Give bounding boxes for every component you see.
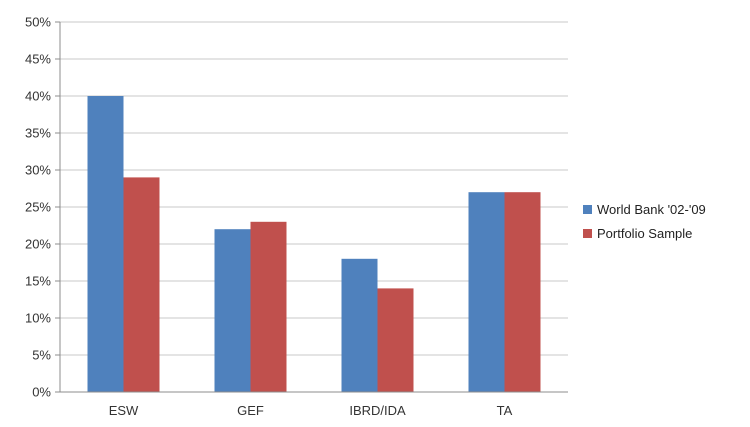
legend-label: Portfolio Sample: [597, 226, 692, 241]
legend-swatch: [583, 229, 592, 238]
y-tick-label: 20%: [25, 237, 51, 252]
y-tick-label: 40%: [25, 89, 51, 104]
bar-ibrd-ida-series-1: [341, 258, 378, 392]
y-tick-label: 25%: [25, 200, 51, 215]
legend-label: World Bank '02-'09: [597, 202, 706, 217]
bar-ta-series-2: [504, 192, 541, 392]
y-tick-label: 30%: [25, 163, 51, 178]
x-tick-label: IBRD/IDA: [349, 403, 406, 418]
legend: World Bank '02-'09 Portfolio Sample: [583, 202, 706, 241]
bar-esw-series-2: [123, 177, 160, 392]
y-tick-label: 10%: [25, 311, 51, 326]
bar-ta-series-1: [468, 192, 505, 392]
legend-swatch: [583, 205, 592, 214]
y-tick-label: 45%: [25, 52, 51, 67]
y-tick-label: 15%: [25, 274, 51, 289]
bar-gef-series-2: [250, 221, 287, 392]
bars: [87, 96, 541, 392]
bar-esw-series-1: [87, 96, 124, 392]
y-tick-label: 35%: [25, 126, 51, 141]
x-tick-label: TA: [497, 403, 513, 418]
bar-ibrd-ida-series-2: [377, 288, 414, 392]
x-tick-labels: ESW GEF IBRD/IDA TA: [109, 403, 513, 418]
y-tick-label: 50%: [25, 15, 51, 30]
x-tick-label: GEF: [237, 403, 264, 418]
y-tick-labels: 0% 5% 10% 15% 20% 25% 30% 35% 40% 45% 50%: [25, 15, 60, 400]
y-tick-label: 0%: [32, 385, 51, 400]
bar-gef-series-1: [214, 229, 251, 392]
x-tick-label: ESW: [109, 403, 139, 418]
y-tick-label: 5%: [32, 348, 51, 363]
